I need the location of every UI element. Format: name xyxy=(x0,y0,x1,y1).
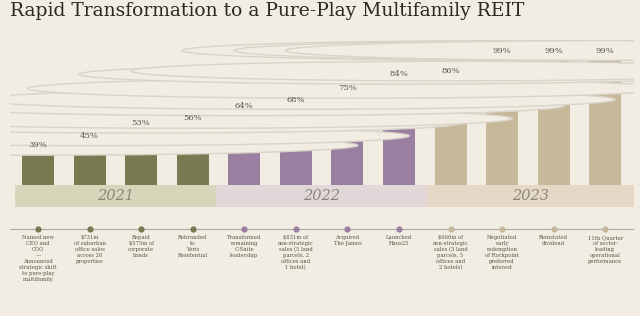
Text: 56%: 56% xyxy=(184,114,202,123)
Text: Repaid
$575m of
corporate
bonds: Repaid $575m of corporate bonds xyxy=(128,235,154,258)
Bar xyxy=(435,71,467,185)
Bar xyxy=(383,74,415,185)
Circle shape xyxy=(0,96,564,116)
Text: Named new
CEO and
COO
—
Announced
strategic shift
to pure-play
multifamily: Named new CEO and COO — Announced strate… xyxy=(19,235,57,282)
Circle shape xyxy=(285,41,640,60)
Text: 99%: 99% xyxy=(544,46,563,55)
Text: 45%: 45% xyxy=(80,132,99,140)
Text: 11th Quarter
of sector-
leading
operational
performance: 11th Quarter of sector- leading operatio… xyxy=(588,235,623,264)
Circle shape xyxy=(0,109,513,128)
Bar xyxy=(486,51,518,185)
Text: Acquired
The James: Acquired The James xyxy=(333,235,361,246)
Circle shape xyxy=(0,90,616,109)
Text: $660m of
non-strategic
sales (3 land
parcels, 5
offices and
2 hotels): $660m of non-strategic sales (3 land par… xyxy=(433,235,468,270)
Circle shape xyxy=(28,79,640,98)
Text: Launched
Haus25: Launched Haus25 xyxy=(386,235,412,246)
Circle shape xyxy=(0,126,409,146)
Bar xyxy=(177,118,209,185)
Text: Negotiated
early
redemption
of Rockpoint
preferred
interest: Negotiated early redemption of Rockpoint… xyxy=(485,235,519,270)
Text: 68%: 68% xyxy=(287,95,305,104)
Circle shape xyxy=(234,41,640,60)
Text: $831m of
non-strategic
sales (5 land
parcels, 2
offices and
1 hotel): $831m of non-strategic sales (5 land par… xyxy=(278,235,314,270)
Text: 2023: 2023 xyxy=(512,189,549,203)
Text: Rapid Transformation to a Pure-Play Multifamily REIT: Rapid Transformation to a Pure-Play Mult… xyxy=(10,2,524,20)
Text: 2022: 2022 xyxy=(303,189,340,203)
Text: 39%: 39% xyxy=(29,141,47,149)
Bar xyxy=(22,145,54,185)
Text: Rebranded
to
Veris
Residential: Rebranded to Veris Residential xyxy=(177,235,208,258)
Text: $731m
of suburban
office sales
across 20
properties: $731m of suburban office sales across 20… xyxy=(74,235,106,264)
Text: 64%: 64% xyxy=(235,102,253,110)
Text: 2021: 2021 xyxy=(97,189,134,203)
Circle shape xyxy=(79,64,640,84)
Circle shape xyxy=(131,61,640,81)
Bar xyxy=(538,51,570,185)
Text: Reinstated
dividend: Reinstated dividend xyxy=(539,235,568,246)
Text: 75%: 75% xyxy=(338,84,356,93)
Text: 99%: 99% xyxy=(493,46,511,55)
Circle shape xyxy=(0,136,358,155)
FancyBboxPatch shape xyxy=(15,185,216,207)
Bar xyxy=(332,88,364,185)
Text: 99%: 99% xyxy=(596,46,614,55)
Text: 53%: 53% xyxy=(132,119,150,127)
Bar xyxy=(125,123,157,185)
Bar xyxy=(228,106,260,185)
Circle shape xyxy=(0,113,461,133)
FancyBboxPatch shape xyxy=(216,185,428,207)
Text: 84%: 84% xyxy=(390,70,408,78)
Text: Transformed
remaining
C-Suite
leadership: Transformed remaining C-Suite leadership xyxy=(227,235,261,258)
FancyBboxPatch shape xyxy=(428,185,634,207)
Bar xyxy=(74,136,106,185)
Circle shape xyxy=(182,41,640,60)
Text: 86%: 86% xyxy=(441,67,460,75)
Bar xyxy=(280,100,312,185)
Bar xyxy=(589,51,621,185)
